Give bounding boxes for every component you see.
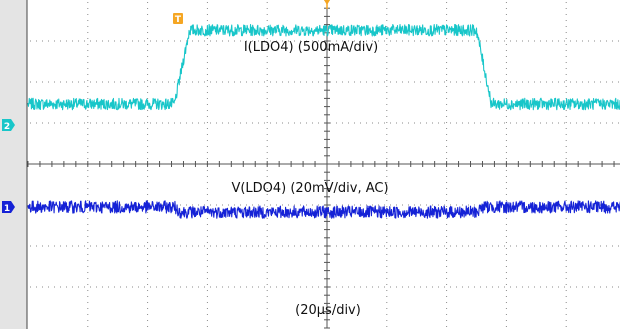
channel-marker-label: 1 — [4, 204, 10, 214]
trigger-marker: T — [173, 13, 183, 25]
channel-margin — [0, 0, 27, 329]
graticule — [27, 0, 620, 329]
channel-marker-label: 2 — [4, 122, 10, 132]
trace-voltage — [27, 200, 620, 219]
series-label-current: I(LDO4) (500mA/div) — [244, 40, 378, 55]
svg-text:T: T — [175, 15, 182, 25]
traces — [27, 23, 620, 219]
channel-marker-1: 1 — [2, 201, 15, 214]
trace-current — [27, 23, 620, 111]
timebase-label: (20µs/div) — [295, 303, 361, 318]
series-label-voltage: V(LDO4) (20mV/div, AC) — [231, 181, 388, 196]
markers: 21 — [2, 119, 15, 214]
channel-marker-2: 2 — [2, 119, 15, 132]
